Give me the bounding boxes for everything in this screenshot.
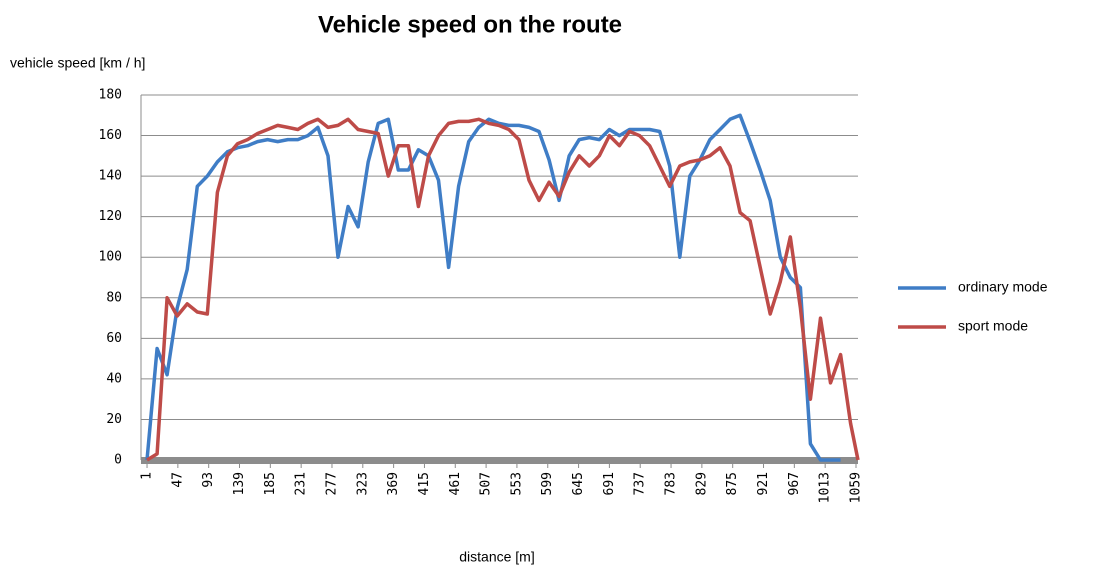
x-tick-label: 1013 <box>818 472 833 503</box>
x-tick-label: 599 <box>540 472 555 495</box>
y-tick-label: 100 <box>99 250 122 265</box>
x-tick-label: 783 <box>664 472 679 495</box>
x-tick-label: 415 <box>417 472 432 495</box>
x-tick-label: 47 <box>170 472 185 488</box>
legend-label: sport mode <box>958 318 1028 334</box>
x-tick-label: 967 <box>787 472 802 495</box>
y-tick-label: 60 <box>106 331 122 346</box>
y-tick-label: 120 <box>99 209 122 224</box>
chart-title: Vehicle speed on the route <box>318 11 622 38</box>
y-tick-label: 0 <box>114 453 122 468</box>
y-tick-label: 20 <box>106 412 122 427</box>
x-tick-label: 139 <box>232 472 247 495</box>
x-tick-label: 185 <box>263 472 278 495</box>
x-tick-label: 369 <box>386 472 401 495</box>
x-tick-label: 1 <box>140 472 155 480</box>
x-tick-label: 645 <box>571 472 586 495</box>
x-tick-label: 1059 <box>848 472 863 503</box>
x-tick-label: 277 <box>324 472 339 495</box>
x-tick-label: 461 <box>448 472 463 495</box>
y-axis-label: vehicle speed [km / h] <box>10 55 145 71</box>
x-tick-label: 93 <box>201 472 216 488</box>
x-tick-label: 507 <box>479 472 494 495</box>
y-tick-label: 80 <box>106 290 122 305</box>
x-tick-label: 323 <box>355 472 370 495</box>
x-tick-label: 231 <box>294 472 309 495</box>
y-tick-label: 180 <box>99 88 122 103</box>
x-tick-label: 921 <box>756 472 771 495</box>
x-tick-label: 737 <box>633 472 648 495</box>
x-tick-label: 829 <box>694 472 709 495</box>
legend-label: ordinary mode <box>958 279 1048 295</box>
y-tick-label: 140 <box>99 169 122 184</box>
y-tick-label: 40 <box>106 371 122 386</box>
x-axis-label: distance [m] <box>459 549 534 565</box>
series-line <box>145 113 841 462</box>
x-tick-label: 553 <box>509 472 524 495</box>
x-axis <box>141 457 858 464</box>
series-line <box>146 117 860 462</box>
x-tick-label: 691 <box>602 472 617 495</box>
x-tick-label: 875 <box>725 472 740 495</box>
y-tick-label: 160 <box>99 128 122 143</box>
